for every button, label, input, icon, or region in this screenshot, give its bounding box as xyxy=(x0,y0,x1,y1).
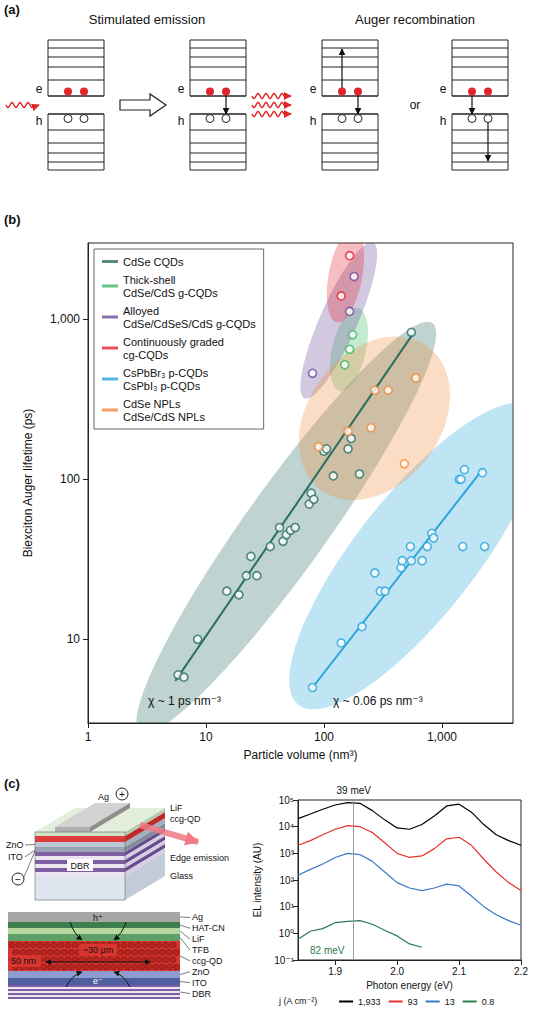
svg-text:ITO: ITO xyxy=(192,978,207,988)
svg-text:Photon energy (eV): Photon energy (eV) xyxy=(366,980,453,991)
svg-text:100: 100 xyxy=(60,472,80,486)
svg-text:or: or xyxy=(410,98,421,112)
svg-text:CdSe/CdS NPLs: CdSe/CdS NPLs xyxy=(123,411,205,423)
svg-text:LiF: LiF xyxy=(192,934,205,944)
svg-text:j (A cm⁻²): j (A cm⁻²) xyxy=(278,996,317,1006)
svg-text:χ ~ 0.06 ps nm⁻³: χ ~ 0.06 ps nm⁻³ xyxy=(333,694,423,708)
svg-text:Edge emission: Edge emission xyxy=(170,853,229,863)
svg-text:CdSe NPLs: CdSe NPLs xyxy=(123,398,181,410)
svg-text:e: e xyxy=(440,82,447,96)
svg-text:−: − xyxy=(15,874,21,885)
svg-text:82 meV: 82 meV xyxy=(310,945,345,956)
svg-text:CsPbBr₃ p-CQDs: CsPbBr₃ p-CQDs xyxy=(123,367,209,379)
svg-text:EL intensity (AU): EL intensity (AU) xyxy=(252,843,263,918)
html-text:(b): (b) xyxy=(4,212,21,227)
svg-text:0.8: 0.8 xyxy=(482,997,495,1007)
svg-text:10²: 10² xyxy=(280,875,295,886)
svg-text:(a): (a) xyxy=(4,2,20,17)
svg-text:10⁻¹: 10⁻¹ xyxy=(274,955,294,966)
svg-text:Alloyed: Alloyed xyxy=(123,305,159,317)
svg-text:10: 10 xyxy=(67,632,81,646)
svg-text:(c): (c) xyxy=(4,776,20,791)
svg-text:10⁰: 10⁰ xyxy=(279,928,294,939)
svg-text:ITO: ITO xyxy=(8,852,23,862)
svg-text:Stimulated emission: Stimulated emission xyxy=(89,12,205,27)
svg-text:+: + xyxy=(119,789,125,800)
svg-text:1: 1 xyxy=(85,730,92,744)
svg-text:2.1: 2.1 xyxy=(452,966,466,977)
svg-text:10: 10 xyxy=(199,730,213,744)
svg-text:e: e xyxy=(36,82,43,96)
svg-text:DBR: DBR xyxy=(192,989,212,999)
svg-text:ZnO: ZnO xyxy=(192,967,210,977)
svg-text:2.0: 2.0 xyxy=(390,966,404,977)
svg-text:1,000: 1,000 xyxy=(427,730,457,744)
svg-text:e: e xyxy=(310,82,317,96)
svg-text:Particle volume (nm³): Particle volume (nm³) xyxy=(243,748,357,762)
svg-text:LiF: LiF xyxy=(170,803,183,813)
svg-text:CdSe CQDs: CdSe CQDs xyxy=(123,256,184,268)
svg-text:Ag: Ag xyxy=(192,912,203,922)
svg-text:h: h xyxy=(36,114,43,128)
svg-text:h: h xyxy=(440,114,447,128)
svg-text:ccg-QD: ccg-QD xyxy=(192,956,223,966)
svg-text:DBR: DBR xyxy=(70,861,90,871)
svg-text:ccg-QD: ccg-QD xyxy=(170,814,201,824)
svg-text:50 nm: 50 nm xyxy=(11,956,36,966)
svg-text:10¹: 10¹ xyxy=(280,901,295,912)
svg-text:100: 100 xyxy=(314,730,334,744)
svg-text:10³: 10³ xyxy=(280,848,295,859)
svg-text:Continuously graded: Continuously graded xyxy=(123,336,224,348)
svg-text:10⁵: 10⁵ xyxy=(279,795,294,806)
svg-text:39 meV: 39 meV xyxy=(337,785,372,796)
svg-text:1,000: 1,000 xyxy=(50,312,80,326)
svg-text:13: 13 xyxy=(445,997,455,1007)
svg-text:CdSe/CdS g-CQDs: CdSe/CdS g-CQDs xyxy=(123,287,218,299)
svg-text:cg-CQDs: cg-CQDs xyxy=(123,349,169,361)
svg-text:e: e xyxy=(178,82,185,96)
svg-text:1.9: 1.9 xyxy=(328,966,342,977)
svg-text:1,933: 1,933 xyxy=(358,997,381,1007)
svg-text:Thick-shell: Thick-shell xyxy=(123,274,176,286)
svg-text:χ ~ 1 ps nm⁻³: χ ~ 1 ps nm⁻³ xyxy=(148,694,221,708)
svg-text:Auger recombination: Auger recombination xyxy=(355,12,475,27)
svg-text:h: h xyxy=(178,114,185,128)
svg-text:h⁺: h⁺ xyxy=(93,913,103,923)
svg-text:93: 93 xyxy=(408,997,418,1007)
svg-text:h: h xyxy=(310,114,317,128)
svg-text:TFB: TFB xyxy=(192,945,209,955)
svg-text:HAT-CN: HAT-CN xyxy=(192,923,225,933)
svg-text:ZnO: ZnO xyxy=(6,840,24,850)
svg-text:~30 μm: ~30 μm xyxy=(83,945,113,955)
svg-text:Ag: Ag xyxy=(98,792,109,802)
svg-text:Biexciton Auger lifetime (ps): Biexciton Auger lifetime (ps) xyxy=(21,409,35,558)
svg-text:10⁴: 10⁴ xyxy=(279,821,294,832)
svg-text:Glass: Glass xyxy=(170,871,194,881)
svg-text:e⁻: e⁻ xyxy=(93,976,103,986)
svg-text:CdSe/CdSeS/CdS g-CQDs: CdSe/CdSeS/CdS g-CQDs xyxy=(123,318,256,330)
svg-text:2.2: 2.2 xyxy=(514,966,528,977)
svg-text:CsPbI₃ p-CQDs: CsPbI₃ p-CQDs xyxy=(123,380,201,392)
